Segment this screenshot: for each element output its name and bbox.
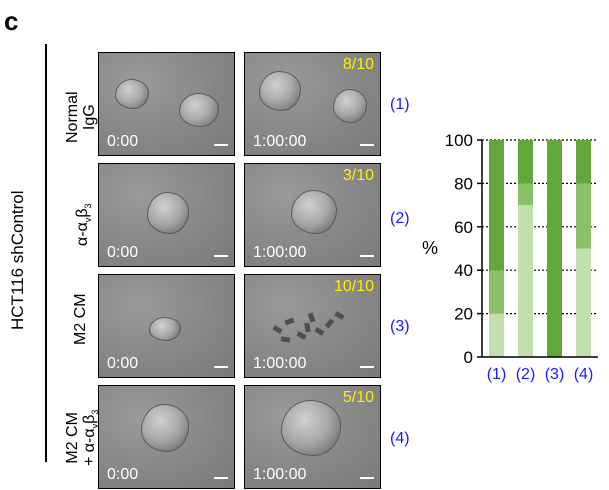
micrograph-row4-end: 1:00:00 5/10 xyxy=(244,385,381,489)
timestamp: 0:00 xyxy=(107,466,139,483)
bar-segment xyxy=(576,140,591,184)
migration-ratio: 5/10 xyxy=(342,389,374,406)
y-tick-label: 40 xyxy=(454,261,473,280)
y-tick-label: 80 xyxy=(454,174,473,193)
micrograph-row4-start: 0:00 xyxy=(98,385,235,489)
timestamp: 1:00:00 xyxy=(253,244,307,261)
micrograph-row2-end: 1:00:00 3/10 xyxy=(244,163,381,267)
bar-segment xyxy=(489,140,504,271)
micrograph-row3-start: 0:00 xyxy=(98,274,235,378)
scale-bar xyxy=(360,144,374,146)
bar-segment xyxy=(518,183,533,206)
scale-bar xyxy=(360,366,374,368)
timestamp: 1:00:00 xyxy=(253,466,307,483)
micrograph-row3-end: 1:00:00 10/10 xyxy=(244,274,381,378)
row-number-3: (3) xyxy=(390,318,410,335)
y-tick-label: 100 xyxy=(445,131,473,150)
x-tick-label: (2) xyxy=(516,366,536,383)
scale-bar xyxy=(214,255,228,257)
timestamp: 1:00:00 xyxy=(253,355,307,372)
x-tick-label: (4) xyxy=(574,366,594,383)
x-tick-label: (3) xyxy=(545,366,565,383)
bar-segment xyxy=(489,313,504,357)
row-number-1: (1) xyxy=(390,96,410,113)
migration-ratio: 3/10 xyxy=(342,167,374,184)
y-tick-label: 20 xyxy=(454,305,473,324)
timestamp: 0:00 xyxy=(107,133,139,150)
side-bracket-line xyxy=(45,44,47,462)
micrograph-row1-end: 1:00:00 8/10 xyxy=(244,52,381,156)
y-tick-label: 0 xyxy=(464,348,473,367)
bar-segment xyxy=(518,205,533,357)
micrograph-row1-start: 0:00 xyxy=(98,52,235,156)
row-number-2: (2) xyxy=(390,210,410,227)
timestamp: 0:00 xyxy=(107,355,139,372)
scale-bar xyxy=(360,255,374,257)
bar-segment xyxy=(547,140,562,357)
y-tick-label: 60 xyxy=(454,218,473,237)
scale-bar xyxy=(214,366,228,368)
micrograph-row2-start: 0:00 xyxy=(98,163,235,267)
scale-bar xyxy=(214,144,228,146)
migration-ratio: 8/10 xyxy=(342,56,374,73)
row-number-4: (4) xyxy=(390,430,410,447)
scale-bar xyxy=(360,477,374,479)
timestamp: 1:00:00 xyxy=(253,133,307,150)
scale-bar xyxy=(214,477,228,479)
bar-segment xyxy=(576,248,591,357)
timestamp: 0:00 xyxy=(107,244,139,261)
migration-ratio: 10/10 xyxy=(333,278,374,295)
bar-segment xyxy=(489,270,504,314)
bar-segment xyxy=(576,183,591,249)
y-axis-label: % xyxy=(422,238,438,258)
bar-segment xyxy=(518,140,533,184)
x-tick-label: (1) xyxy=(487,366,507,383)
panel-letter: c xyxy=(4,6,19,36)
